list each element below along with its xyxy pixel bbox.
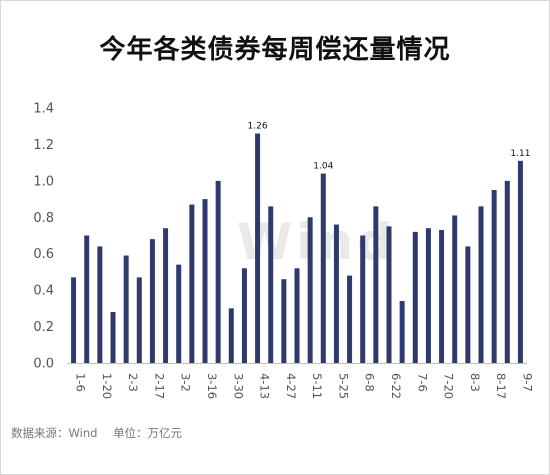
x-tick-label: 6-22: [389, 373, 403, 399]
y-tick-label: 1.2: [33, 138, 54, 153]
x-tick-label: 2-3: [126, 373, 140, 392]
bar: [386, 226, 392, 363]
bar: [347, 275, 353, 363]
bar: [241, 268, 247, 363]
x-tick-label: 3-2: [179, 373, 193, 392]
x-tick-label: 7-6: [415, 373, 429, 392]
y-tick-label: 0.2: [33, 320, 54, 335]
x-tick-label: 4-27: [284, 373, 298, 399]
bar: [176, 264, 182, 363]
chart-footer: 数据来源：Wind 单位：万亿元: [11, 425, 194, 441]
x-tick-label: 3-30: [231, 373, 245, 399]
bar: [504, 180, 510, 363]
chart-title: 今年各类债券每周偿还量情况: [99, 35, 451, 65]
bar: [110, 312, 116, 363]
bar: [71, 277, 77, 363]
data-source: 数据来源：Wind: [11, 426, 98, 440]
x-tick-label: 1-6: [74, 373, 88, 392]
bar: [333, 224, 339, 363]
bar: [517, 160, 523, 363]
x-tick-label: 1-20: [100, 373, 114, 399]
x-tick-label: 3-16: [205, 373, 219, 399]
x-tick-label: 8-17: [494, 373, 508, 399]
bar: [163, 228, 169, 363]
bar: [425, 228, 431, 363]
bar: [281, 279, 287, 363]
bar: [373, 206, 379, 363]
data-label: 1.04: [313, 162, 333, 172]
bar: [84, 235, 90, 363]
x-tick-label: 2-17: [152, 373, 166, 399]
y-tick-label: 0.4: [33, 284, 54, 299]
bar: [136, 277, 142, 363]
bar: [465, 246, 471, 363]
bar: [149, 239, 155, 363]
bar: [320, 173, 326, 363]
y-tick-label: 1.0: [33, 174, 54, 189]
bar: [399, 301, 405, 363]
y-tick-label: 0.0: [33, 357, 54, 372]
bar: [452, 215, 458, 363]
bar: [307, 217, 313, 363]
y-tick-label: 0.8: [33, 211, 54, 226]
x-tick-label: 5-11: [310, 373, 324, 399]
bar: [439, 230, 445, 363]
unit-label: 单位：万亿元: [113, 426, 183, 440]
x-tick-label: 9-7: [520, 373, 534, 392]
bar: [228, 308, 234, 363]
data-label: 1.11: [510, 149, 530, 159]
bar: [478, 206, 484, 363]
bar: [294, 268, 300, 363]
bar: [491, 189, 497, 363]
x-tick-label: 4-13: [258, 373, 272, 399]
bar: [202, 199, 208, 363]
bar: [123, 255, 129, 363]
watermark: Wind: [237, 213, 397, 271]
y-tick-label: 0.6: [33, 247, 54, 262]
bar: [215, 180, 221, 363]
bar: [268, 206, 274, 363]
data-label: 1.26: [248, 122, 268, 132]
y-tick-label: 1.4: [33, 102, 54, 117]
bar: [97, 246, 103, 363]
bar: [412, 231, 418, 363]
x-tick-label: 8-3: [468, 373, 482, 392]
bar: [189, 204, 195, 363]
bar: [360, 235, 366, 363]
x-tick-label: 6-8: [363, 373, 377, 392]
x-tick-label: 7-20: [442, 373, 456, 399]
x-tick-label: 5-25: [336, 373, 350, 399]
bar: [255, 133, 261, 363]
